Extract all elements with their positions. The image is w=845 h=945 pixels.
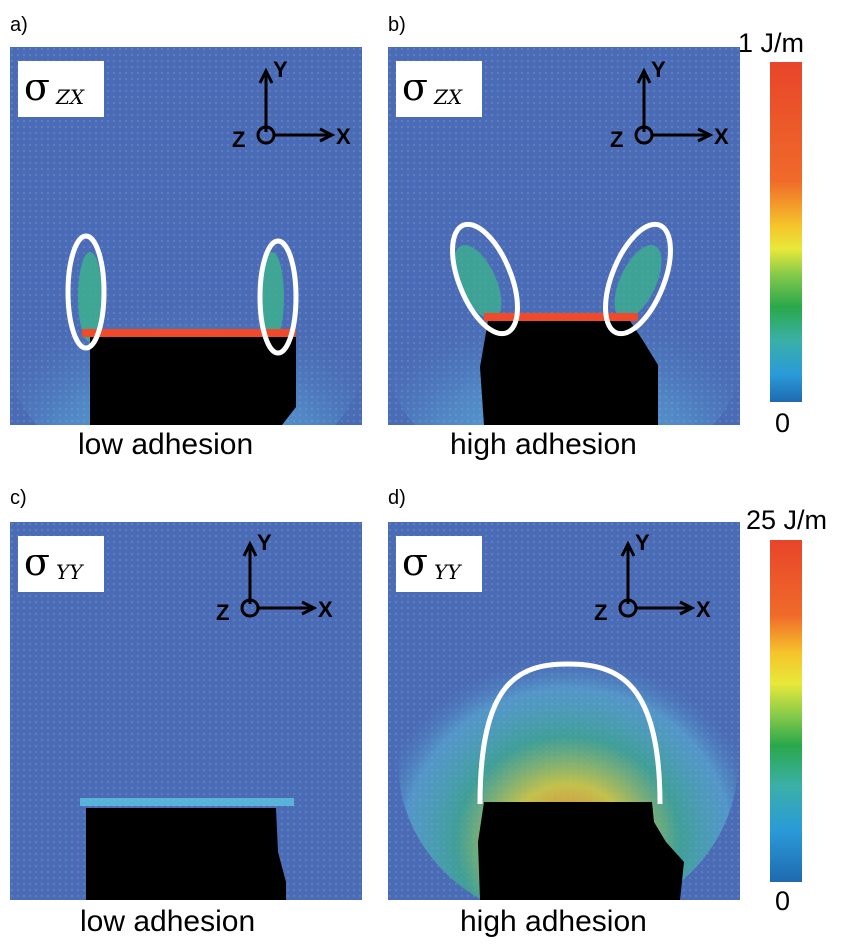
colorbar-2-min-label: 0 xyxy=(775,886,791,916)
stress-hotspot-left xyxy=(78,252,102,342)
stress-component-label: σ YY xyxy=(18,536,104,592)
sigma-subscript: ZX xyxy=(56,85,85,109)
axes-triad xyxy=(256,67,336,145)
solid-block xyxy=(90,337,296,425)
panel-b-caption: high adhesion xyxy=(450,428,637,461)
interface-stress-line xyxy=(80,798,294,806)
colorbar-1-max-label: 1 J/m xyxy=(738,28,805,58)
sigma-symbol: σ xyxy=(402,540,428,584)
stress-component-label: σ YY xyxy=(396,536,482,592)
panel-a-label: a) xyxy=(10,14,28,36)
axis-x-label: X xyxy=(696,597,711,622)
panel-d-stress-map: Y X Z σ YY xyxy=(388,522,740,900)
axis-x-label: X xyxy=(318,597,333,622)
axis-y-label: Y xyxy=(651,57,666,82)
stress-hotspot-right xyxy=(260,252,284,342)
axis-y-label: Y xyxy=(257,530,272,555)
interface-stress-line xyxy=(82,329,296,337)
sigma-symbol: σ xyxy=(24,540,50,584)
sigma-symbol: σ xyxy=(24,65,50,109)
panel-b-overlay: Y X Z xyxy=(388,57,740,425)
axis-z-label: Z xyxy=(610,127,623,152)
stress-hotspot-right xyxy=(614,244,662,320)
highlight-ellipse-right xyxy=(603,221,673,337)
solid-block xyxy=(86,808,286,900)
colorbar-1-min-label: 0 xyxy=(775,408,791,438)
panel-a-overlay: Y X Z xyxy=(10,57,362,425)
highlight-ellipse-right xyxy=(257,238,299,356)
axes-triad xyxy=(240,540,318,618)
axis-y-label: Y xyxy=(273,57,288,82)
axis-z-label: Z xyxy=(594,600,607,625)
stress-component-label: σ ZX xyxy=(396,61,482,117)
panel-b-stress-map: Y X Z σ ZX xyxy=(388,47,740,425)
axis-x-label: X xyxy=(336,124,351,149)
axis-z-label: Z xyxy=(216,600,229,625)
highlight-arc xyxy=(477,661,663,805)
panel-c-overlay: Y X Z xyxy=(80,530,333,900)
panel-a-caption: low adhesion xyxy=(78,428,254,461)
axes-triad xyxy=(618,540,696,618)
highlight-ellipse-left xyxy=(65,233,107,351)
stress-component-label: σ ZX xyxy=(18,61,104,117)
axis-y-label: Y xyxy=(635,530,650,555)
axis-z-label: Z xyxy=(232,127,245,152)
panel-b-label: b) xyxy=(388,14,406,36)
sigma-symbol: σ xyxy=(402,65,428,109)
stress-hotspot-left xyxy=(454,244,502,320)
interface-stress-line xyxy=(484,313,638,321)
panel-d-overlay: Y X Z xyxy=(398,530,738,900)
sigma-subscript: YY xyxy=(434,560,461,584)
highlight-ellipse-left xyxy=(450,221,520,337)
axes-triad xyxy=(634,67,714,145)
solid-block xyxy=(480,321,658,425)
axis-x-label: X xyxy=(714,124,729,149)
panel-c-caption: low adhesion xyxy=(80,905,256,938)
sigma-subscript: YY xyxy=(56,560,83,584)
panel-d-label: d) xyxy=(388,487,406,509)
solid-block xyxy=(478,802,684,900)
panel-c-stress-map: Y X Z σ YY xyxy=(10,522,362,900)
panel-d-caption: high adhesion xyxy=(460,905,647,938)
panel-c-label: c) xyxy=(10,487,27,509)
panel-a-stress-map: Y X Z σ ZX xyxy=(10,47,362,425)
colorbar-2 xyxy=(770,540,802,882)
sigma-subscript: ZX xyxy=(434,85,463,109)
colorbar-2-max-label: 25 J/m xyxy=(746,505,828,535)
colorbar-1 xyxy=(770,62,802,402)
